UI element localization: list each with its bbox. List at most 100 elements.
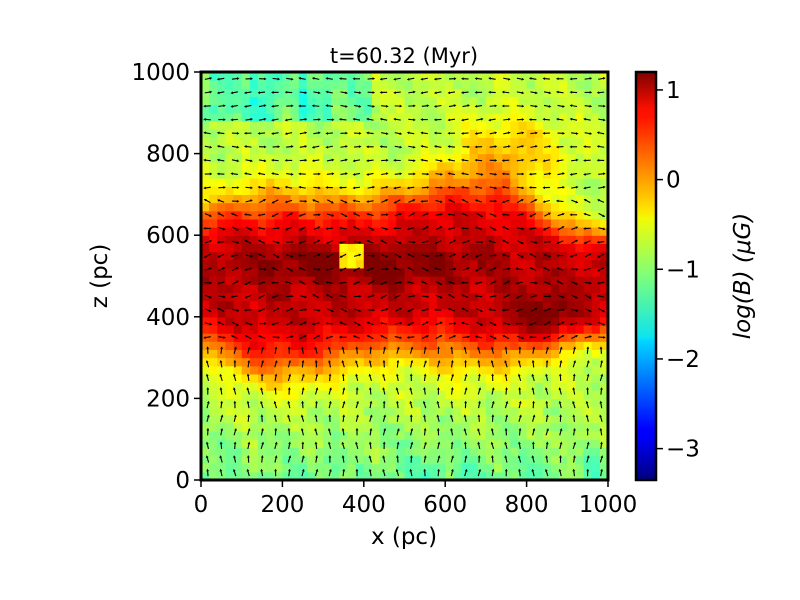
field-vector-arrow [298,185,306,189]
field-vector-arrow [352,335,361,339]
field-vector-arrow [244,172,252,176]
field-vector-arrow [247,359,251,368]
field-vector-arrow [313,268,321,271]
field-vector-arrow [421,186,430,189]
field-vector-arrow [396,400,399,409]
field-vector-arrow [558,373,562,382]
field-vector-arrow [245,77,253,81]
field-vector-arrow [518,414,522,422]
field-vector-arrow [421,267,429,272]
field-vector-arrow [231,145,240,149]
field-vector-arrow [219,373,223,382]
field-vector-arrow [531,441,535,450]
field-vector-arrow [379,145,388,149]
field-vector-arrow [352,117,361,121]
field-vector-arrow [204,172,213,176]
colorbar-tick-label: −3 [666,437,700,463]
field-vector-arrow [393,199,401,204]
field-vector-arrow [501,185,510,189]
colorbar-tick-label: 1 [666,78,681,104]
field-vector-arrow [341,441,345,450]
field-vector-arrow [464,373,468,382]
field-vector-arrow [597,267,605,272]
field-vector-arrow [232,226,239,231]
field-vector-arrow [299,158,308,162]
field-vector-arrow [572,346,576,354]
field-vector-arrow [572,414,576,422]
field-vector-arrow [366,159,374,163]
y-tick-label: 200 [146,386,190,412]
field-vector-arrow [461,131,469,135]
field-vector-arrow [435,172,443,176]
field-vector-arrow [491,468,495,477]
field-vector-arrow [447,280,456,285]
field-vector-arrow [406,77,415,81]
field-vector-arrow [219,414,224,422]
field-vector-arrow [284,199,293,204]
x-tick-label: 400 [342,492,386,518]
field-vector-arrow [338,335,347,339]
field-vector-arrow [366,172,374,176]
field-vector-arrow [284,132,293,135]
field-vector-arrow [271,294,279,299]
y-tick-label: 800 [146,142,190,168]
field-vector-arrow [327,346,332,354]
field-vector-arrow [573,427,576,436]
field-vector-arrow [436,400,440,409]
field-vector-arrow [381,213,389,217]
field-vector-arrow [571,226,579,230]
field-vector-arrow [233,373,237,382]
field-vector-arrow [545,428,549,436]
field-vector-arrow [530,240,538,244]
field-vector-arrow [530,199,538,204]
field-vector-arrow [599,455,604,463]
field-vector-arrow [203,131,211,135]
field-vector-arrow [528,118,537,121]
field-vector-arrow [314,346,318,354]
field-vector-arrow [355,468,359,477]
field-vector-arrow [543,294,552,298]
field-vector-arrow [584,104,593,108]
field-vector-arrow [338,281,347,285]
field-vector-arrow [325,186,333,189]
field-vector-arrow [529,267,537,271]
field-vector-arrow [501,213,510,217]
x-tick-label: 1000 [579,492,638,518]
field-vector-arrow [233,359,237,368]
field-vector-arrow [450,373,454,382]
field-vector-arrow [326,213,335,217]
field-vector-arrow [206,414,210,422]
field-vector-arrow [447,145,456,148]
field-vector-arrow [596,145,605,148]
field-vector-arrow [504,346,508,354]
field-vector-arrow [393,226,401,230]
field-vector-arrow [598,335,606,339]
field-vector-arrow [352,159,361,163]
field-vector-arrow [339,240,347,244]
field-vector-arrow [421,254,430,258]
field-vector-arrow [435,159,443,163]
field-vector-arrow [230,118,238,122]
field-vector-arrow [233,441,237,450]
field-vector-arrow [366,117,374,121]
field-vector-arrow [396,414,400,422]
field-vector-arrow [504,455,508,463]
field-vector-arrow [204,145,213,149]
field-vector-arrow [204,267,213,271]
field-vector-arrow [490,346,494,354]
field-vector-arrow [569,172,578,176]
field-vector-arrow [475,267,483,272]
field-vector-arrow [488,90,496,94]
field-vector-arrow [216,240,225,244]
field-vector-arrow [380,335,388,339]
field-vector-arrow [340,199,348,204]
field-vector-arrow [231,308,240,312]
field-vector-arrow [259,159,267,163]
field-vector-arrow [328,414,332,422]
field-vector-arrow [233,428,237,436]
x-axis-ticks: 0 200 400 600 800 1000 [194,480,638,518]
field-vector-arrow [341,360,345,368]
field-vector-arrow [528,172,537,176]
colorbar-ticks: 1 0 −1 −2 −3 [656,78,700,463]
field-vector-arrow [203,336,211,339]
